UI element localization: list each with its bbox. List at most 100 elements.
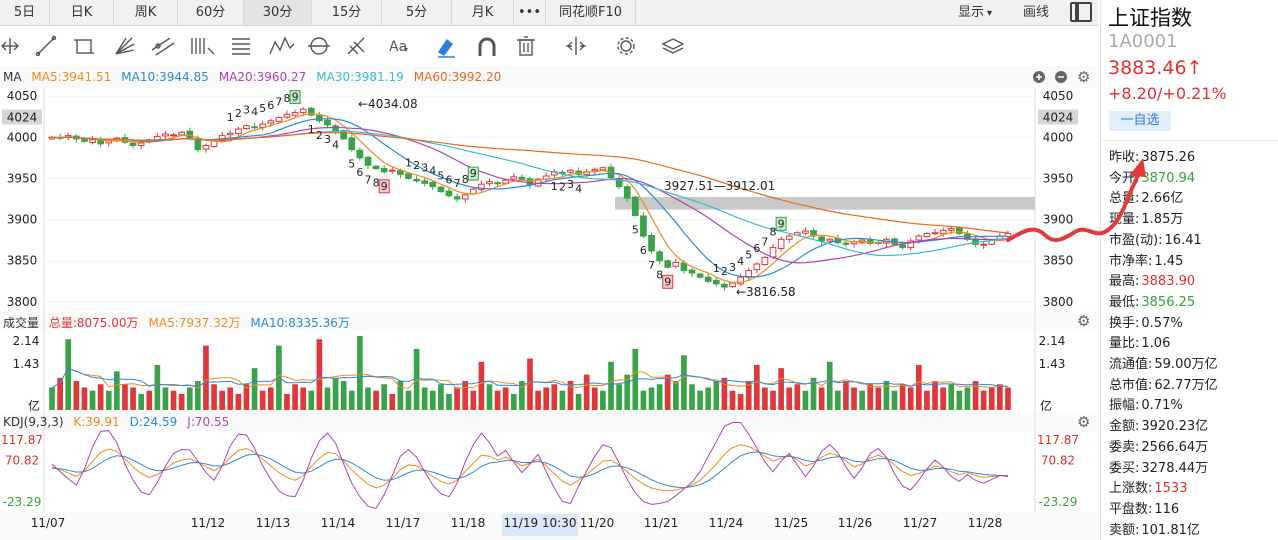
volume-bar <box>883 381 890 410</box>
tab-1[interactable]: 日K <box>50 0 114 25</box>
quote-row: 委卖: 2566.64万 <box>1109 436 1208 455</box>
nine-marker <box>289 90 301 105</box>
crosshair-icon[interactable] <box>1 38 19 54</box>
candle <box>48 136 56 140</box>
tab-9[interactable]: 同花顺F10 <box>546 0 636 25</box>
candle <box>688 269 696 274</box>
quote-row: 总量: 2.66亿 <box>1109 187 1183 206</box>
candle <box>437 186 445 193</box>
ma-settings-icon[interactable]: ⚙ <box>1077 68 1090 86</box>
zoom-out-icon[interactable] <box>1055 71 1067 83</box>
volume-bar <box>527 358 533 410</box>
kdj-settings-icon[interactable]: ⚙ <box>1077 413 1090 431</box>
trash-icon[interactable] <box>517 36 535 56</box>
settings-gear-icon[interactable] <box>617 37 635 55</box>
text-tool-icon[interactable]: Aa <box>389 39 407 55</box>
volume-bar <box>891 390 898 410</box>
volume-bar <box>130 387 136 410</box>
quote-row: 昨收: 3875.26 <box>1109 146 1195 165</box>
candle <box>785 235 793 240</box>
volume-bar <box>438 384 444 410</box>
legend-entry: K:39.91 <box>73 415 120 429</box>
quote-value: 101.81亿 <box>1141 522 1200 538</box>
tab-8[interactable]: ••• <box>514 0 546 25</box>
tab-5[interactable]: 15分 <box>312 0 382 25</box>
candle <box>1004 233 1012 238</box>
wave-tool-icon[interactable] <box>269 36 295 55</box>
volume-bar <box>567 381 574 410</box>
panel-toggle-icon[interactable] <box>1070 2 1092 22</box>
volume-bar <box>640 390 647 410</box>
candle <box>210 140 218 147</box>
volume-bar <box>656 384 663 410</box>
x-tick-label: 11/13 <box>256 516 291 530</box>
rectangle-tool-icon[interactable] <box>74 39 94 54</box>
volume-settings-icon[interactable]: ⚙ <box>1077 312 1090 330</box>
volume-bar <box>972 381 979 410</box>
kdj-legend: KDJ(9,3,3) K:39.91 D:24.59 J:70.55 <box>3 415 239 429</box>
line-tool-icon[interactable] <box>35 35 57 57</box>
volume-legend: 成交量 总量:8075.00万 MA5:7937.32万 MA10:8335.36万 <box>3 314 360 331</box>
candle <box>364 156 372 166</box>
split-view-icon[interactable] <box>566 37 586 55</box>
nine-count-label: 4 <box>429 165 436 178</box>
nine-count-label: 7 <box>648 259 655 272</box>
volume-bar <box>421 387 428 410</box>
candle <box>712 279 720 285</box>
nine-count-label: 3 <box>421 161 428 174</box>
quote-row: 流通值: 59.00万亿 <box>1109 353 1218 372</box>
quote-label: 平盘数: <box>1109 501 1153 517</box>
arrowhead-icon <box>1129 158 1146 177</box>
x-tick-label: 11/20 <box>580 516 615 530</box>
candle <box>761 256 769 266</box>
legend-entry: MA60:3992.20 <box>413 70 502 84</box>
current-price: 3883.46↑ <box>1108 57 1203 79</box>
quote-row: 市盈(动): 16.41 <box>1109 229 1202 248</box>
quote-value: 3883.90 <box>1141 274 1196 290</box>
candle <box>494 182 501 185</box>
volume-tick-right: 2.14 <box>1039 334 1066 348</box>
show-dropdown[interactable]: 显示 ▾ <box>958 0 992 25</box>
candle <box>372 165 380 170</box>
candle <box>170 134 177 137</box>
volume-tick-left: 2.14 <box>13 334 40 348</box>
kdj-legend-bar <box>0 412 1098 432</box>
volume-bar <box>624 374 631 410</box>
nine-count-label: 2 <box>559 181 566 194</box>
ma-legend: MA MA5:3941.51 MA10:3944.85 MA20:3960.27 MA… <box>3 70 511 84</box>
tab-2[interactable]: 周K <box>114 0 178 25</box>
cycle-tool-icon[interactable] <box>308 37 330 55</box>
volume-bar <box>154 364 161 410</box>
nine-count-label: 1 <box>227 111 234 124</box>
nine-count-label: 5 <box>437 170 444 183</box>
nine-count-label: 7 <box>364 173 371 186</box>
tab-7[interactable]: 月K <box>452 0 514 25</box>
fib-tool-icon[interactable] <box>191 38 215 55</box>
nine-count-label: 5 <box>632 223 639 236</box>
volume-bar <box>138 393 144 410</box>
quote-value: 1.45 <box>1154 253 1184 269</box>
volume-bar <box>259 390 266 410</box>
gann-tool-icon[interactable] <box>347 37 365 55</box>
text-tool-dropdown-icon[interactable]: ▾ <box>404 45 408 54</box>
x-tick-label: 11/25 <box>774 516 809 530</box>
kdj-k-line <box>51 444 1008 492</box>
fib-levels-icon[interactable] <box>232 38 250 55</box>
volume-bar <box>340 381 347 410</box>
channel-tool-icon[interactable] <box>151 37 175 56</box>
fan-tool-icon[interactable] <box>115 37 135 55</box>
tab-6[interactable]: 5分 <box>382 0 452 25</box>
eraser-icon[interactable] <box>438 38 455 58</box>
quote-label: 市净率: <box>1109 253 1153 269</box>
volume-bar <box>664 374 671 410</box>
tab-0[interactable]: 5日 <box>0 0 50 25</box>
candle <box>405 173 412 179</box>
tab-3[interactable]: 60分 <box>178 0 244 25</box>
add-watchlist-button[interactable]: 一自选 <box>1109 111 1171 131</box>
candle <box>931 232 939 235</box>
layers-icon[interactable] <box>661 38 685 54</box>
zoom-in-icon[interactable] <box>1033 71 1045 83</box>
tab-4[interactable]: 30分 <box>244 0 312 25</box>
magnet-icon[interactable] <box>478 37 496 56</box>
draw-line-button[interactable]: 画线 <box>1023 5 1050 20</box>
